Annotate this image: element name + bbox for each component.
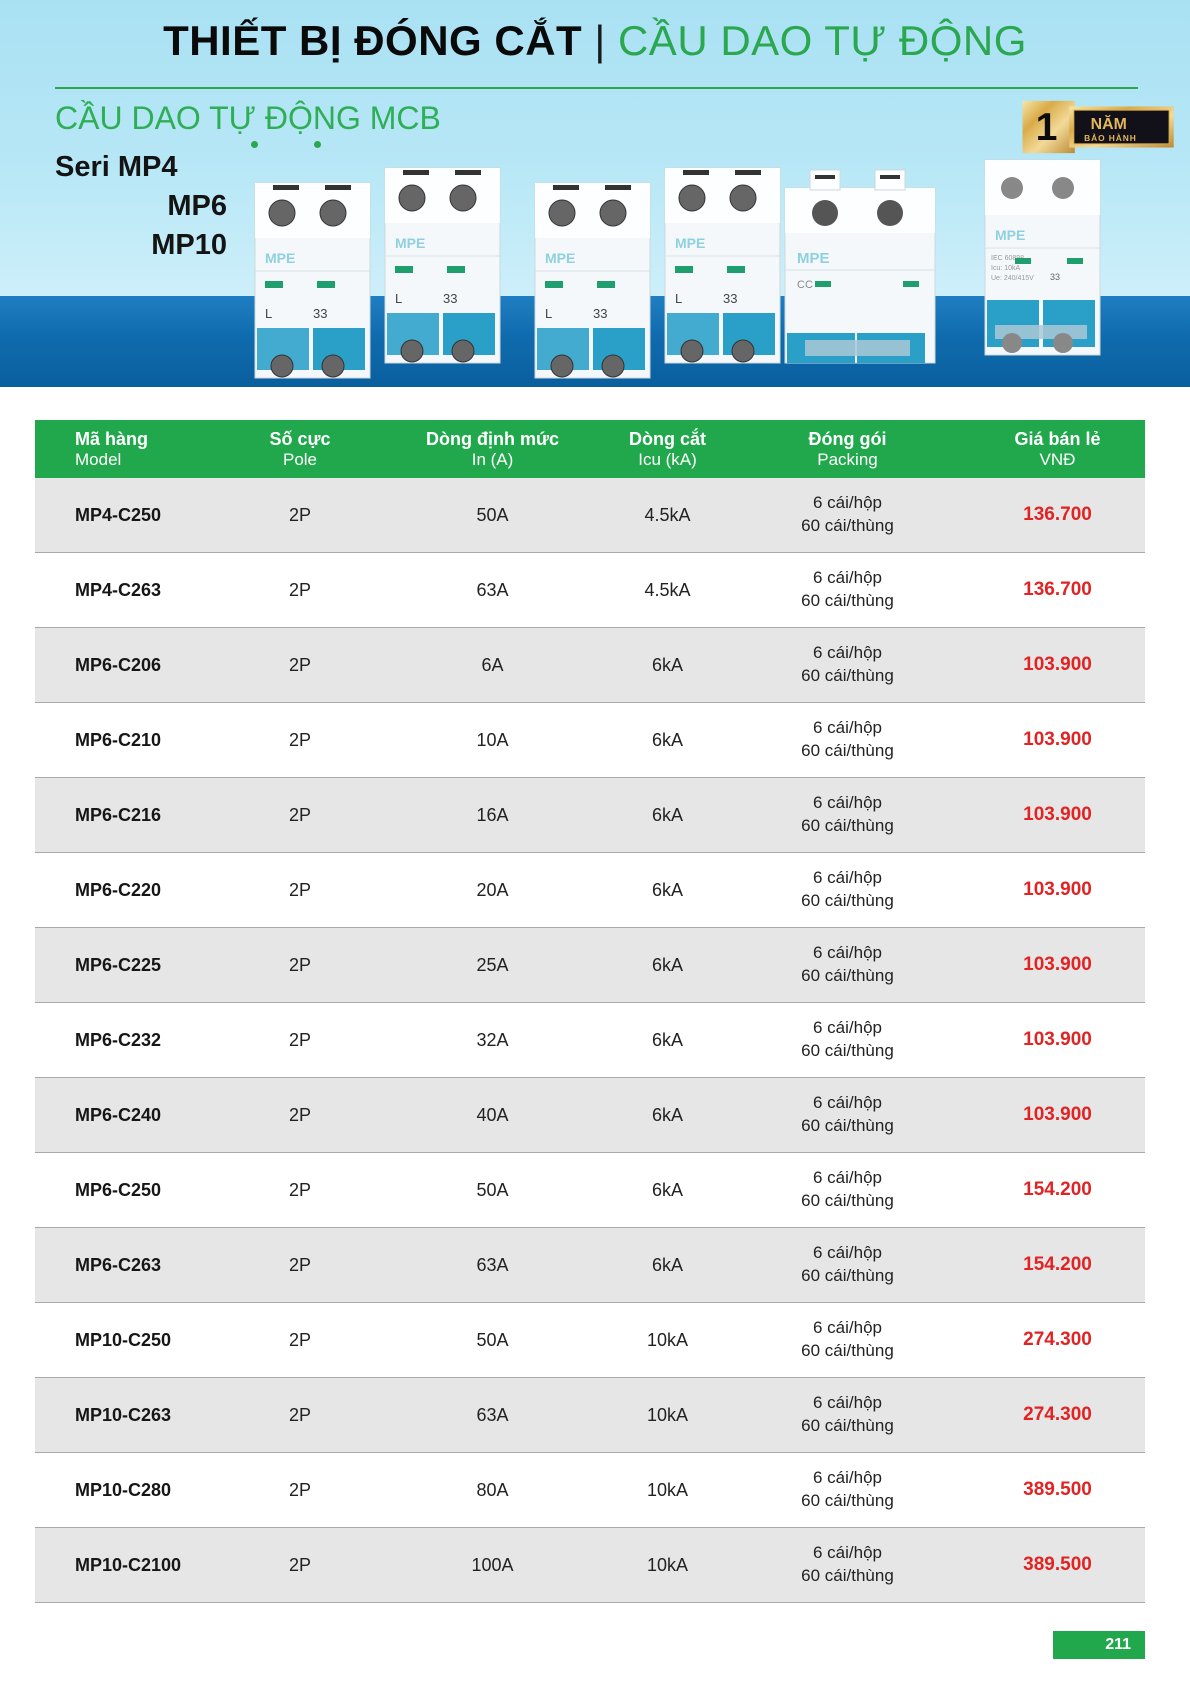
svg-text:NĂM: NĂM [1091,114,1127,133]
svg-text:1: 1 [1036,106,1058,149]
svg-text:BẢO HÀNH: BẢO HÀNH [1084,132,1137,143]
